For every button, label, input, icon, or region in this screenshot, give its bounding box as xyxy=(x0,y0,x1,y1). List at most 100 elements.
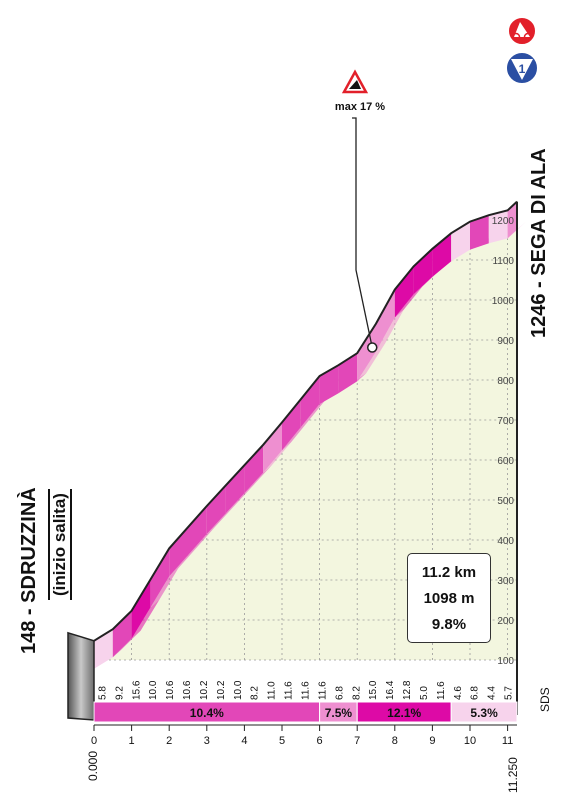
y-tick-label: 400 xyxy=(497,536,514,547)
gradient-label: 8.2 xyxy=(250,686,261,700)
x-tick-label: 11 xyxy=(502,735,513,747)
ribbon-side xyxy=(225,485,254,514)
x-tick-label: 3 xyxy=(204,735,210,747)
start-name: SDRUZZINÀ xyxy=(18,487,40,603)
profile-area xyxy=(94,201,517,660)
y-tick-label: 300 xyxy=(497,576,514,587)
ribbon-segment xyxy=(488,210,508,244)
ribbon-side xyxy=(150,568,179,608)
x-tick-label: 4 xyxy=(241,735,247,747)
ribbon-segment xyxy=(188,506,207,556)
gradient-label: 10.6 xyxy=(182,680,193,700)
bike-wheel-icon xyxy=(511,32,521,42)
sector-label: 10.4% xyxy=(190,706,224,720)
gradient-label: 5.8 xyxy=(97,686,108,700)
gradient-label: 15.0 xyxy=(368,680,379,700)
start-separator: - xyxy=(18,608,40,616)
ribbon-segment xyxy=(413,248,433,295)
ribbon-side xyxy=(112,630,141,658)
ribbon-side xyxy=(376,309,404,352)
ribbon-side xyxy=(188,526,216,556)
gradient-label: 15.6 xyxy=(131,680,142,700)
ribbon-segment xyxy=(206,485,226,534)
ribbon-segment xyxy=(225,465,245,514)
gradient-label: 11.6 xyxy=(436,681,447,700)
x-start-label: 0.000 xyxy=(86,750,100,781)
slope-glyph-icon xyxy=(349,80,361,89)
finish-separator: - xyxy=(528,281,550,288)
category-shield-icon xyxy=(511,59,533,80)
y-tick-label: 900 xyxy=(497,336,514,347)
x-tick-label: 7 xyxy=(354,735,360,747)
y-tick-label: 500 xyxy=(497,496,514,507)
ribbon-segment xyxy=(394,266,414,318)
ribbon-segment xyxy=(169,527,188,577)
summary-gradient: 9.8% xyxy=(431,616,467,633)
ribbon-segment xyxy=(357,323,376,382)
gradient-label: 6.8 xyxy=(470,686,481,700)
start-note: (inizio salita) xyxy=(48,489,72,600)
start-base-block xyxy=(67,631,95,721)
max-grade-label: max 17 % xyxy=(334,101,386,113)
ribbon-side xyxy=(131,599,160,639)
ribbon-segment xyxy=(432,233,452,277)
sector-label: 12.1% xyxy=(387,706,421,720)
max-grade-point xyxy=(366,342,378,353)
y-tick-label: 700 xyxy=(497,416,514,427)
gradient-label: 10.6 xyxy=(165,680,176,700)
gradient-label: 10.0 xyxy=(233,680,244,700)
y-tick-label: 600 xyxy=(497,456,514,467)
x-tick-label: 10 xyxy=(464,735,476,747)
summary-gain: 1098 m xyxy=(423,590,475,607)
finish-name: SEGA DI ALA xyxy=(528,148,550,276)
gradient-label: 10.2 xyxy=(199,680,210,700)
ribbon-side xyxy=(244,464,273,494)
start-altitude: 148 xyxy=(18,620,40,654)
max-grade-leader xyxy=(352,117,373,348)
gradient-label: 11.6 xyxy=(284,681,295,700)
warning-triangle-icon xyxy=(341,69,369,94)
ribbon-segment xyxy=(112,610,132,658)
gradient-label: 4.6 xyxy=(453,686,464,700)
ribbon-segment xyxy=(376,289,395,352)
ribbon-segment xyxy=(150,548,170,608)
gradient-label: 5.7 xyxy=(504,686,515,700)
gradient-label: 5.0 xyxy=(419,686,430,700)
x-tick-label: 2 xyxy=(166,735,172,747)
summary-length: 11.2 km xyxy=(421,564,477,581)
ribbon-side xyxy=(263,442,291,473)
bike-wheel-icon xyxy=(523,32,533,42)
gradient-label: 11.0 xyxy=(267,681,278,700)
x-tick-label: 9 xyxy=(429,735,435,747)
gradient-label: 10.2 xyxy=(216,680,227,700)
gradient-label: 12.8 xyxy=(402,680,413,700)
x-tick-label: 0 xyxy=(91,735,97,747)
x-tick-label: 6 xyxy=(317,735,323,747)
ribbon-side xyxy=(394,286,423,318)
y-tick-label: 1100 xyxy=(492,256,514,267)
summary-box: 11.2 km 1098 m 9.8% xyxy=(407,553,491,643)
sector-label: 7.5% xyxy=(325,706,353,720)
ribbon-side xyxy=(300,396,329,428)
ribbon-segment xyxy=(319,365,339,404)
gradient-label: 16.4 xyxy=(385,680,396,700)
gradient-label: 6.8 xyxy=(334,686,345,700)
ribbon-side xyxy=(169,547,197,577)
finish-altitude: 1246 xyxy=(528,293,550,339)
ribbon-segment xyxy=(470,215,489,250)
y-tick-label: 100 xyxy=(497,656,514,667)
y-tick-label: 1000 xyxy=(492,296,515,307)
start-label: 148 - SDRUZZINÀ xyxy=(18,487,40,654)
gradient-label: 11.6 xyxy=(301,681,312,700)
ribbon-segment xyxy=(282,399,301,451)
x-tick-label: 1 xyxy=(129,735,135,747)
sector-label: 5.3% xyxy=(470,706,498,720)
profile-outline xyxy=(93,200,518,642)
y-tick-label: 200 xyxy=(497,616,514,627)
y-tick-label: 1200 xyxy=(492,216,515,227)
x-end-label: 11.250 xyxy=(506,757,520,793)
gradient-label: 8.2 xyxy=(351,686,362,700)
category-number: 1 xyxy=(519,62,526,76)
ribbon-segment xyxy=(263,422,282,473)
